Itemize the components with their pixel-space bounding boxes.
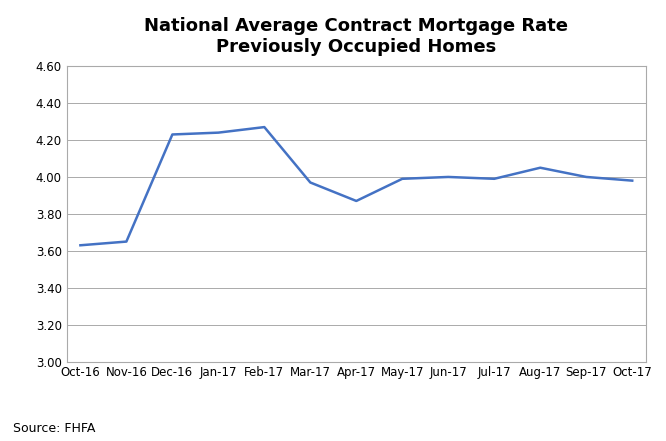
Text: Source: FHFA: Source: FHFA [13,422,96,435]
Title: National Average Contract Mortgage Rate
Previously Occupied Homes: National Average Contract Mortgage Rate … [145,18,568,56]
